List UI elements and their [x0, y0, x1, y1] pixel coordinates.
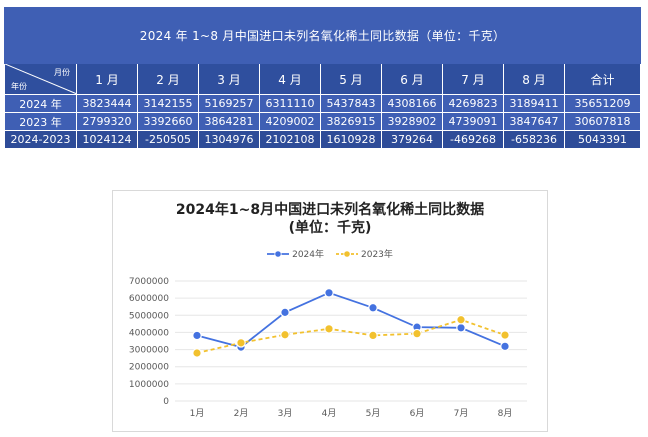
table-title: 2024 年 1~8 月中国进口未列名氧化稀土同比数据（单位：千克） [3, 7, 642, 64]
table-cell: 5169257 [198, 94, 260, 113]
x-tick-label: 4月 [322, 408, 337, 419]
table-cell: 2799320 [76, 112, 138, 131]
x-tick-label: 7月 [454, 408, 469, 419]
column-header: 7 月 [442, 63, 504, 95]
y-tick-label: 3000000 [129, 346, 169, 356]
y-tick-label: 4000000 [129, 328, 169, 338]
data-point [412, 328, 422, 339]
table-row: 2024 年 3823444 3142155 5169257 6311110 543784… [4, 94, 642, 113]
column-header: 3 月 [198, 63, 260, 95]
y-tick-label: 5000000 [129, 311, 169, 321]
table-row: 2024-2023 1024124 -250505 1304976 2102108 161… [4, 130, 642, 149]
chart-legend: 2024年 2023年 [113, 247, 547, 261]
x-tick-label: 2月 [234, 408, 249, 419]
table-cell: 4739091 [442, 112, 504, 131]
y-tick-label: 1000000 [129, 380, 169, 390]
table-cell: 3847647 [503, 112, 565, 131]
table-cell: 4269823 [442, 94, 504, 113]
x-tick-label: 8月 [498, 408, 513, 419]
table-cell: -250505 [137, 130, 199, 149]
legend-label: 2023年 [361, 250, 393, 260]
series-line-1 [196, 318, 506, 354]
y-tick-label: 0 [163, 397, 169, 407]
table-cell: 6311110 [259, 94, 321, 113]
row-label: 2024-2023 [4, 130, 77, 149]
data-table: 2024 年 1~8 月中国进口未列名氧化稀土同比数据（单位：千克） 月份 年份… [3, 7, 642, 149]
data-point [236, 338, 246, 348]
x-tick-label: 1月 [190, 408, 205, 419]
data-point [192, 330, 202, 341]
data-point [192, 348, 202, 358]
table-cell: 30607818 [563, 112, 642, 131]
table-cell: 3928902 [381, 112, 443, 131]
corner-month-label: 月份 [54, 68, 70, 77]
table-cell: 4308166 [381, 94, 443, 113]
legend-marker [267, 249, 290, 258]
legend-marker [336, 249, 358, 258]
table-cell: 5043391 [563, 130, 642, 149]
column-header: 8 月 [503, 63, 565, 95]
table-cell: 3826915 [320, 112, 382, 131]
column-header: 5 月 [320, 63, 382, 95]
chart-title: 2024年1~8月中国进口未列名氧化稀土同比数据 [175, 202, 485, 218]
legend-label: 2024年 [292, 250, 324, 260]
x-tick-label: 6月 [410, 408, 425, 419]
data-point [324, 288, 334, 298]
row-label: 2023 年 [4, 112, 77, 131]
table-cell: -658236 [503, 130, 565, 149]
table-cell: 3864281 [198, 112, 260, 131]
data-point [280, 329, 290, 340]
data-point [324, 324, 334, 334]
y-tick-label: 7000000 [129, 277, 169, 287]
table-cell: 3823444 [76, 94, 138, 113]
column-header: 6 月 [381, 63, 443, 95]
chart-container: 2024年1~8月中国进口未列名氧化稀土同比数据 (单位：千克) 2024年 20… [112, 190, 548, 432]
table-cell: 3189411 [503, 94, 565, 113]
data-point [368, 302, 378, 313]
line-chart: 0 1000000 2000000 3000000 4000000 5000000 6000… [129, 277, 527, 419]
table-cell: 35651209 [563, 94, 642, 113]
corner-year-label: 年份 [11, 82, 27, 91]
data-point [280, 307, 290, 318]
data-point [456, 314, 466, 325]
y-tick-label: 6000000 [129, 294, 169, 304]
legend-item: 2024年 [267, 247, 324, 260]
table-cell: 1610928 [320, 130, 382, 149]
table-cell: 5437843 [320, 94, 382, 113]
data-point [500, 330, 510, 340]
column-header: 1 月 [76, 63, 138, 95]
table-cell: 2102108 [259, 130, 321, 149]
column-header: 2 月 [137, 63, 199, 95]
table-corner-cell: 月份 年份 [4, 63, 77, 95]
data-point [500, 341, 510, 352]
table-cell: 379264 [381, 130, 443, 149]
x-tick-label: 5月 [366, 408, 381, 419]
table-row: 2023 年 2799320 3392660 3864281 4209002 382691… [4, 112, 642, 131]
y-tick-label: 2000000 [129, 363, 169, 373]
table-cell: -469268 [442, 130, 504, 149]
row-label: 2024 年 [4, 94, 77, 113]
table-cell: 3392660 [137, 112, 199, 131]
diagonal-divider [5, 64, 76, 94]
legend-item: 2023年 [336, 247, 393, 260]
table-cell: 1304976 [198, 130, 260, 149]
data-point [368, 330, 378, 341]
chart-subtitle: (单位：千克) [288, 220, 372, 236]
table-cell: 4209002 [259, 112, 321, 131]
table-cell: 1024124 [76, 130, 138, 149]
table-cell: 3142155 [137, 94, 199, 113]
column-header: 合计 [563, 63, 642, 95]
column-header: 4 月 [259, 63, 321, 95]
data-point [456, 323, 466, 333]
x-tick-label: 3月 [278, 408, 293, 419]
